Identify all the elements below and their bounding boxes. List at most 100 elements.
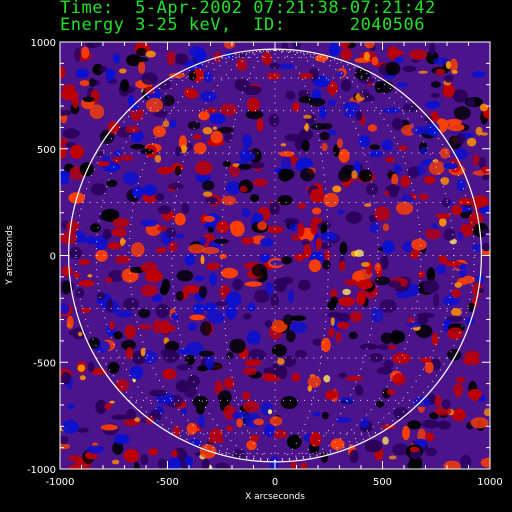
heatmap-blob [379, 299, 397, 313]
heatmap-blob [482, 242, 490, 252]
heatmap-blob [303, 114, 312, 119]
heatmap-blob [61, 266, 73, 277]
heatmap-blob [106, 179, 118, 188]
heatmap-blob [345, 375, 363, 382]
heatmap-blob [319, 105, 327, 119]
heatmap-blob [369, 222, 380, 234]
heliographic-grid [68, 50, 482, 461]
heatmap-blob [214, 380, 224, 395]
heatmap-blob [273, 278, 288, 292]
heatmap-blob [192, 395, 209, 408]
heatmap-blob [437, 420, 451, 430]
heatmap-blob [385, 157, 395, 163]
heatmap-blob [433, 159, 439, 163]
heatmap-blob [433, 293, 440, 308]
heatmap-blob [286, 434, 302, 450]
heatmap-blob [325, 389, 340, 399]
heatmap-blob [231, 411, 249, 420]
heatmap-blob [338, 372, 347, 378]
heatmap-blob [60, 174, 70, 185]
heatmap-blob [269, 62, 281, 70]
heatmap-blob [95, 400, 107, 414]
heatmap-blob [411, 238, 427, 251]
heatmap-blob [78, 279, 95, 287]
heatmap-blob [427, 121, 440, 137]
heatmap-blob [251, 263, 268, 278]
heatmap-blob [402, 240, 414, 253]
heatmap-blob [419, 193, 429, 201]
heatmap-blob [107, 361, 120, 374]
heatmap-blob [131, 187, 144, 198]
heatmap-blob [205, 107, 218, 113]
heatmap-blob [290, 321, 308, 334]
heatmap-blob [440, 177, 450, 185]
heatmap-blob [281, 256, 293, 265]
heatmap-blob [319, 131, 330, 141]
heatmap-blob [226, 425, 233, 432]
heatmap-blob [115, 310, 133, 318]
heatmap-blob [451, 69, 458, 74]
heatmap-blob [114, 150, 123, 157]
heatmap-blob [148, 448, 159, 456]
heatmap-blob [279, 63, 295, 69]
heatmap-blob [454, 282, 463, 288]
heatmap-blob [444, 260, 462, 267]
y-tick-label: 0 [50, 252, 56, 263]
heatmap-blob [215, 301, 228, 307]
heatmap-blob [411, 126, 423, 135]
heatmap-blob [123, 297, 140, 311]
heatmap-blob [149, 389, 167, 397]
heatmap-blob [203, 302, 218, 313]
heatmap-blob [184, 455, 194, 468]
heatmap-blob [342, 288, 351, 296]
heatmap-blob [456, 376, 466, 384]
heatmap-blob [253, 178, 268, 187]
heatmap-blob [90, 223, 101, 233]
heatmap-blob [79, 375, 86, 381]
heatmap-blob [184, 354, 196, 365]
heatmap-blob [201, 457, 210, 469]
heatmap-blob [123, 449, 140, 463]
heatmap-blob [297, 279, 311, 291]
heatmap-blob [381, 139, 393, 152]
heatmap-blob [100, 424, 118, 431]
heatmap-blob [382, 436, 389, 445]
heatmap-blob [467, 98, 476, 107]
heatmap-blob [98, 66, 108, 73]
heatmap-blob [343, 110, 360, 118]
heatmap-blob [232, 163, 241, 168]
heatmap-blob [363, 51, 370, 61]
heatmap-blob [323, 192, 339, 208]
heatmap-blob [315, 237, 322, 250]
heatmap-blob [446, 315, 463, 323]
heatmap-blob [104, 403, 112, 410]
x-tick-label: -500 [156, 477, 179, 488]
heatmap-blob [101, 208, 120, 222]
heatmap-blob [186, 422, 198, 435]
heatmap-blob [340, 48, 353, 61]
header-energy-line: Energy 3-25 keV, ID: 2040506 [60, 15, 425, 35]
heatmap-blob [335, 331, 342, 343]
heatmap-blob [134, 417, 141, 422]
heatmap-blob [120, 237, 125, 247]
heatmap-blob [348, 331, 358, 340]
heatmap-blob [481, 174, 490, 181]
heatmap-blob [145, 50, 156, 58]
heatmap-blob [355, 384, 364, 396]
heatmap-blob [322, 259, 331, 270]
heatmap-blob [320, 222, 328, 236]
heatmap-blob [157, 225, 168, 232]
heatmap-blob [398, 145, 408, 151]
heatmap-blob [60, 147, 67, 159]
heatmap-blob [396, 290, 413, 299]
heatmap-blob [481, 166, 490, 174]
heatmap-blob [327, 99, 336, 107]
heatmap-blob [365, 183, 379, 196]
heatmap-blob [407, 460, 423, 469]
heatmap-blob [200, 321, 212, 336]
heatmap-blob [371, 56, 379, 66]
heatmap-blob [206, 197, 218, 205]
heatmap-blob [283, 314, 293, 326]
heatmap-blob [345, 211, 363, 224]
heatmap-blob [402, 65, 416, 73]
